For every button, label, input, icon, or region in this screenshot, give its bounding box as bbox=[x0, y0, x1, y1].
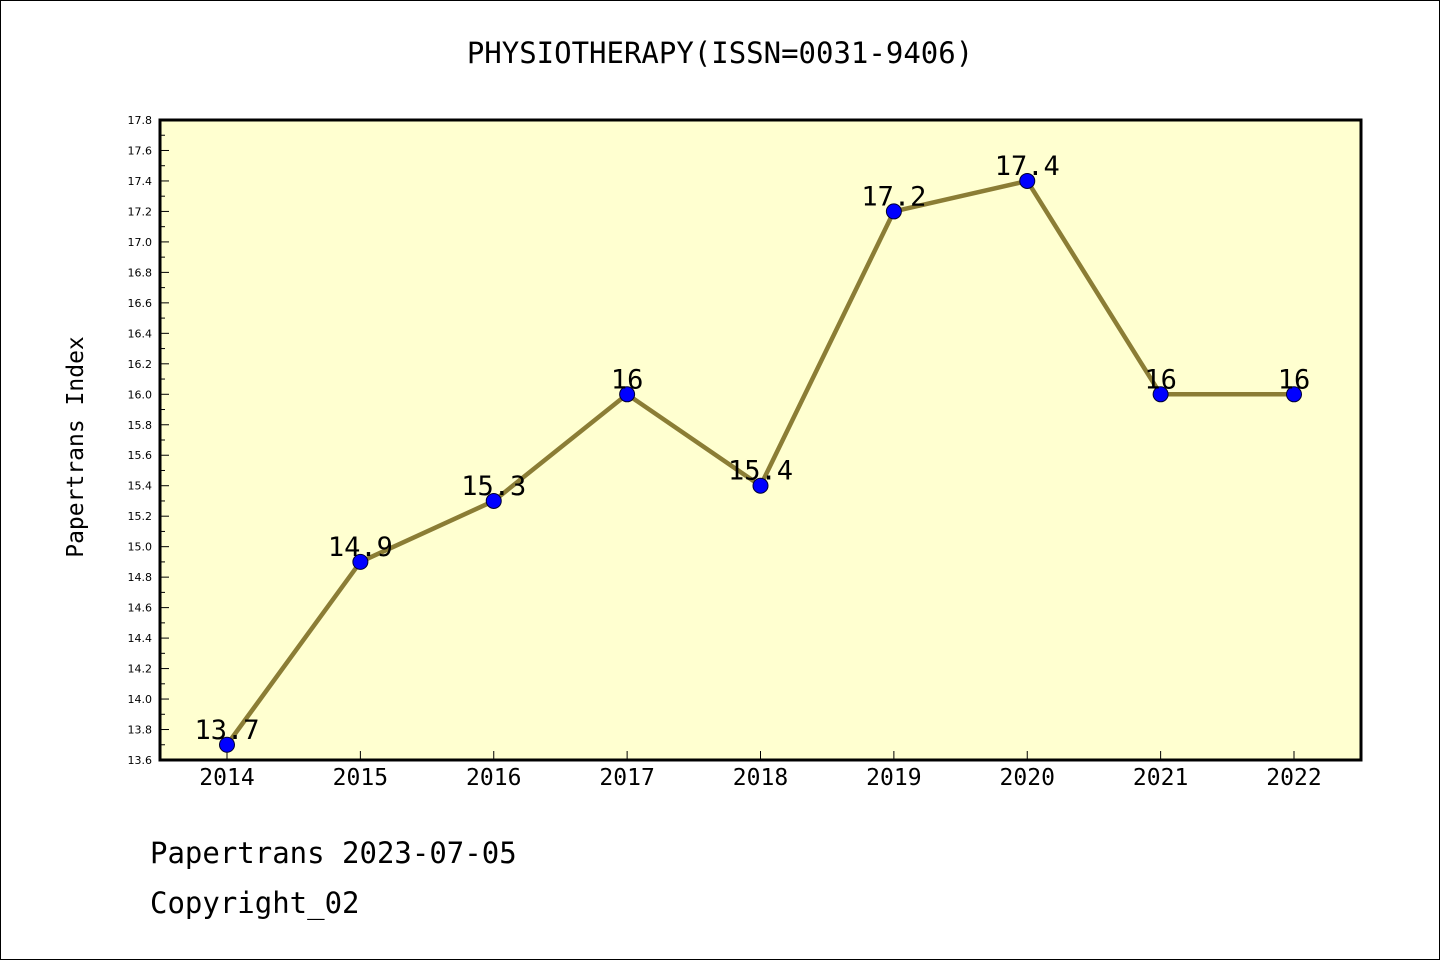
y-tick-label: 13.8 bbox=[128, 724, 153, 737]
data-point bbox=[485, 492, 502, 509]
y-tick-label: 15.6 bbox=[128, 449, 153, 462]
data-point bbox=[885, 203, 902, 220]
y-tick-label: 16.4 bbox=[128, 327, 153, 340]
data-label: 14.9 bbox=[328, 532, 393, 563]
data-label: 17.4 bbox=[995, 151, 1060, 182]
y-tick-label: 14.6 bbox=[128, 602, 153, 615]
data-label: 16 bbox=[611, 364, 644, 395]
y-tick-label: 17.4 bbox=[128, 175, 153, 188]
y-tick-label: 15.2 bbox=[128, 510, 153, 523]
data-point bbox=[352, 553, 369, 570]
x-axis: 2014 2015 2016 2017 2018 2019 2020 2021 2022 bbox=[199, 751, 1322, 791]
y-tick-label: 14.8 bbox=[128, 571, 153, 584]
y-axis: 13.6 13.8 14.0 14.2 14.4 14.6 14.8 15.0 15.2 15.4… bbox=[128, 114, 169, 767]
footer-date-text: Papertrans 2023-07-05 bbox=[150, 836, 517, 870]
y-tick-label: 14.0 bbox=[128, 693, 153, 706]
y-tick-label: 16.2 bbox=[128, 358, 153, 371]
data-label: 17.2 bbox=[861, 181, 926, 212]
y-tick-label: 17.2 bbox=[128, 205, 153, 218]
x-tick-label: 2020 bbox=[1000, 765, 1055, 791]
y-tick-label: 14.2 bbox=[128, 663, 153, 676]
chart-title: PHYSIOTHERAPY(ISSN=0031-9406) bbox=[466, 36, 974, 70]
footer-copyright-text: Copyright_02 bbox=[150, 886, 360, 920]
y-tick-label: 14.4 bbox=[128, 632, 153, 645]
data-label: 15.4 bbox=[728, 456, 793, 487]
y-tick-label: 15.0 bbox=[128, 541, 153, 554]
plot-area bbox=[158, 118, 1363, 762]
x-tick-label: 2016 bbox=[466, 765, 521, 791]
y-tick-label: 17.8 bbox=[128, 114, 153, 127]
y-tick-label: 16.6 bbox=[128, 297, 153, 310]
x-tick-label: 2021 bbox=[1133, 765, 1188, 791]
data-markers bbox=[219, 172, 1302, 753]
data-point bbox=[219, 736, 235, 753]
y-tick-label: 16.8 bbox=[128, 266, 153, 279]
data-point bbox=[1019, 172, 1036, 189]
data-point bbox=[1152, 386, 1169, 403]
data-point bbox=[1286, 386, 1302, 403]
x-tick-label: 2019 bbox=[866, 765, 921, 791]
y-tick-label: 15.4 bbox=[128, 480, 153, 493]
y-tick-label: 16.0 bbox=[128, 388, 153, 401]
x-tick-label: 2017 bbox=[599, 765, 654, 791]
x-tick-label: 2018 bbox=[733, 765, 788, 791]
y-tick-label: 17.6 bbox=[128, 144, 153, 157]
data-label: 16 bbox=[1144, 364, 1177, 395]
data-label: 16 bbox=[1278, 364, 1311, 395]
y-tick-label: 13.6 bbox=[128, 754, 153, 767]
data-label: 15.3 bbox=[461, 471, 526, 502]
x-tick-label: 2022 bbox=[1266, 765, 1321, 791]
data-labels: 13.7 14.9 15.3 16 15.4 17.2 17.4 16 16 bbox=[194, 151, 1310, 746]
data-label: 13.7 bbox=[194, 715, 259, 746]
x-tick-label: 2015 bbox=[333, 765, 388, 791]
y-tick-label: 15.8 bbox=[128, 419, 153, 432]
data-point bbox=[619, 386, 636, 403]
data-point bbox=[752, 477, 769, 494]
y-tick-label: 17.0 bbox=[128, 236, 153, 249]
x-tick-label: 2014 bbox=[199, 765, 254, 791]
